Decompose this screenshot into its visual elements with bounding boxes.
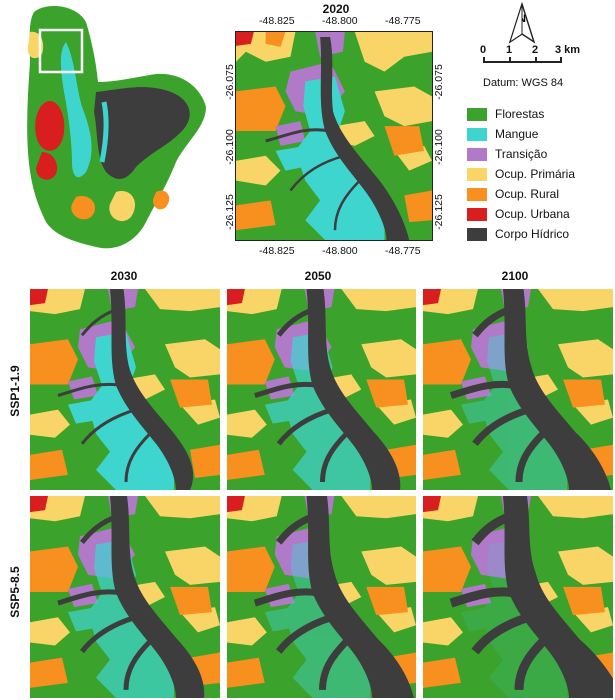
- legend-label: Transição: [495, 147, 548, 161]
- legend-swatch: [467, 207, 487, 221]
- scale-label: 3 km: [555, 44, 581, 56]
- legend-swatch: [467, 127, 487, 141]
- x-tick-bottom-label: -48.800: [322, 245, 358, 257]
- map-ssp585-2030: [30, 496, 220, 698]
- column-title-2050: 2050: [304, 269, 332, 283]
- legend-label: Ocup. Rural: [495, 187, 560, 201]
- map-ssp119-2100: [423, 289, 613, 490]
- legend-label: Ocup. Primária: [495, 167, 576, 181]
- y-tick-right-label: -26.100: [433, 129, 445, 165]
- x-tick-bottom-label: -48.775: [385, 245, 421, 257]
- legend-swatch: [467, 107, 487, 121]
- legend-swatch: [467, 187, 487, 201]
- x-tick-top-label: -48.800: [322, 15, 358, 27]
- legend-item: Transição: [467, 146, 547, 162]
- legend-item: Florestas: [467, 106, 544, 122]
- legend-item: Mangue: [467, 126, 538, 142]
- datum-label: Datum: WGS 84: [483, 77, 564, 89]
- legend-swatch: [467, 147, 487, 161]
- main-map-2020: [235, 31, 433, 241]
- main-map-title: 2020: [322, 2, 350, 16]
- map-ssp585-2100: [423, 496, 613, 698]
- y-tick-left-label: -26.100: [224, 129, 236, 165]
- y-tick-left-label: -26.125: [224, 194, 236, 230]
- map-ssp119-2030: [30, 289, 220, 490]
- legend-item: Ocup. Rural: [467, 186, 559, 202]
- scale-label: 1: [506, 44, 513, 56]
- y-tick-right-label: -26.125: [433, 194, 445, 230]
- row-title-ssp119: SSP1-1.9: [8, 365, 22, 417]
- x-tick-top-label: -48.825: [259, 15, 295, 27]
- legend-label: Ocup. Urbana: [495, 207, 570, 221]
- map-ssp585-2050: [227, 496, 416, 698]
- overview-map: [6, 2, 216, 260]
- row-title-ssp585: SSP5-8.5: [8, 566, 22, 618]
- scale-bar: 0 1 2 3 km Datum: WGS 84: [476, 44, 586, 94]
- scale-label: 0: [480, 44, 487, 56]
- column-title-2030: 2030: [110, 269, 138, 283]
- legend-item: Ocup. Urbana: [467, 206, 570, 222]
- legend-label: Florestas: [495, 107, 545, 121]
- map-ssp119-2050: [227, 289, 416, 490]
- legend-item: Ocup. Primária: [467, 166, 575, 182]
- x-tick-top-label: -48.775: [385, 15, 421, 27]
- y-tick-left-label: -26.075: [224, 64, 236, 100]
- legend-label: Mangue: [495, 127, 539, 141]
- scale-label: 2: [532, 44, 539, 56]
- legend-item: Corpo Hídrico: [467, 226, 569, 242]
- legend-label: Corpo Hídrico: [495, 227, 570, 241]
- north-arrow-icon: N: [507, 1, 537, 44]
- y-tick-right-label: -26.075: [433, 64, 445, 100]
- legend-swatch: [467, 167, 487, 181]
- column-title-2100: 2100: [501, 269, 529, 283]
- x-tick-bottom-label: -48.825: [259, 245, 295, 257]
- legend-swatch: [467, 227, 487, 241]
